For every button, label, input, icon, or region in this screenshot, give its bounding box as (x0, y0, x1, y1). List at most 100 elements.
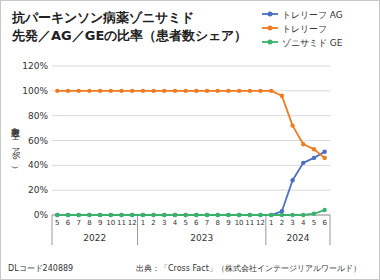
grid-line (52, 165, 330, 166)
y-tick-label: 60% (28, 136, 48, 146)
grid-line (52, 66, 330, 67)
series-point (141, 213, 145, 217)
y-tick-label: 120% (22, 61, 48, 71)
series-point (248, 89, 252, 93)
y-tick-label: 80% (28, 111, 48, 121)
series-point (151, 213, 155, 217)
series-point (301, 161, 305, 165)
x-tick-label: 8 (215, 219, 219, 227)
series-point (119, 89, 123, 93)
x-tick-label: 10 (106, 219, 115, 227)
series-point (109, 213, 113, 217)
legend-label: トレリーフ (282, 24, 327, 34)
series-point (205, 213, 209, 217)
series-point (141, 213, 145, 217)
series-point (109, 89, 113, 93)
footer-source: 出典：「Cross Fact」（株式会社インテージリアルワールド） (136, 264, 361, 273)
series-point (258, 213, 262, 217)
series-point (301, 213, 305, 217)
series-point (183, 89, 187, 93)
x-tick-label: 3 (290, 219, 294, 227)
x-tick-label: 2 (280, 219, 284, 227)
x-tick-label: 7 (205, 219, 209, 227)
series-point (248, 213, 252, 217)
series-point (322, 149, 326, 153)
x-tick-label: 3 (162, 219, 166, 227)
series-point (119, 213, 123, 217)
y-tick-label: 40% (28, 160, 48, 170)
series-point (87, 89, 91, 93)
series-line (57, 210, 324, 215)
series-point (66, 89, 70, 93)
x-tick-label: 6 (322, 219, 327, 227)
series-line (57, 91, 324, 158)
series-point (322, 156, 326, 160)
series-point (173, 213, 177, 217)
title: 抗パーキンソン病薬ゾニサミド (11, 10, 194, 25)
series-point (119, 213, 123, 217)
series-point (151, 213, 155, 217)
series-point (55, 89, 59, 93)
series-point (226, 213, 230, 217)
x-tick-label: 8 (87, 219, 91, 227)
series-point (269, 89, 273, 93)
group-separator (52, 215, 53, 245)
series-point (312, 212, 316, 216)
series-line (57, 152, 324, 215)
series-point (109, 213, 113, 217)
series-point (162, 213, 166, 217)
legend-label: ゾニサミド GE (282, 38, 343, 48)
series-point (226, 213, 230, 217)
series-point (205, 89, 209, 93)
series-point (194, 213, 198, 217)
x-tick-label: 9 (98, 219, 102, 227)
x-tick-label: 11 (117, 219, 126, 227)
series-point (130, 213, 134, 217)
series-point (290, 178, 294, 182)
series-point (77, 89, 81, 93)
series-point (237, 89, 241, 93)
group-separator (137, 215, 138, 245)
series-point (312, 156, 316, 160)
series-point (55, 213, 59, 217)
legend-swatch-marker (268, 40, 273, 45)
series-point (205, 213, 209, 217)
series-point (312, 147, 316, 151)
series-point (98, 213, 102, 217)
y-tick-label: 0% (34, 210, 49, 220)
x-tick-label: 1 (269, 219, 273, 227)
footer-code: DLコード240889 (8, 264, 73, 273)
x-tick-label: 6 (194, 219, 199, 227)
x-tick-label: 5 (55, 219, 59, 227)
series-point (269, 213, 273, 217)
series-point (280, 94, 284, 98)
series-point (130, 213, 134, 217)
x-tick-label: 10 (235, 219, 244, 227)
x-tick-label: 11 (245, 219, 254, 227)
x-tick-label: 7 (76, 219, 80, 227)
series-point (290, 213, 294, 217)
x-tick-label: 5 (183, 219, 187, 227)
series-point (162, 213, 166, 217)
y-tick-label: 20% (28, 185, 48, 195)
frame (1, 1, 380, 280)
x-group-label: 2022 (83, 233, 106, 243)
x-tick-label: 12 (128, 219, 137, 227)
series-point (226, 89, 230, 93)
series-point (194, 89, 198, 93)
series-point (194, 213, 198, 217)
x-tick-label: 6 (66, 219, 71, 227)
series-point (173, 213, 177, 217)
x-tick-label: 2 (151, 219, 155, 227)
x-group-label: 2023 (190, 233, 213, 243)
series-point (237, 213, 241, 217)
series-point (290, 123, 294, 127)
series-point (301, 142, 305, 146)
legend-swatch-marker (268, 26, 273, 31)
x-tick-label: 4 (173, 219, 178, 227)
group-separator (265, 215, 266, 245)
series-point (269, 213, 273, 217)
x-tick-label: 9 (226, 219, 230, 227)
series-point (66, 213, 70, 217)
x-tick-label: 1 (141, 219, 145, 227)
